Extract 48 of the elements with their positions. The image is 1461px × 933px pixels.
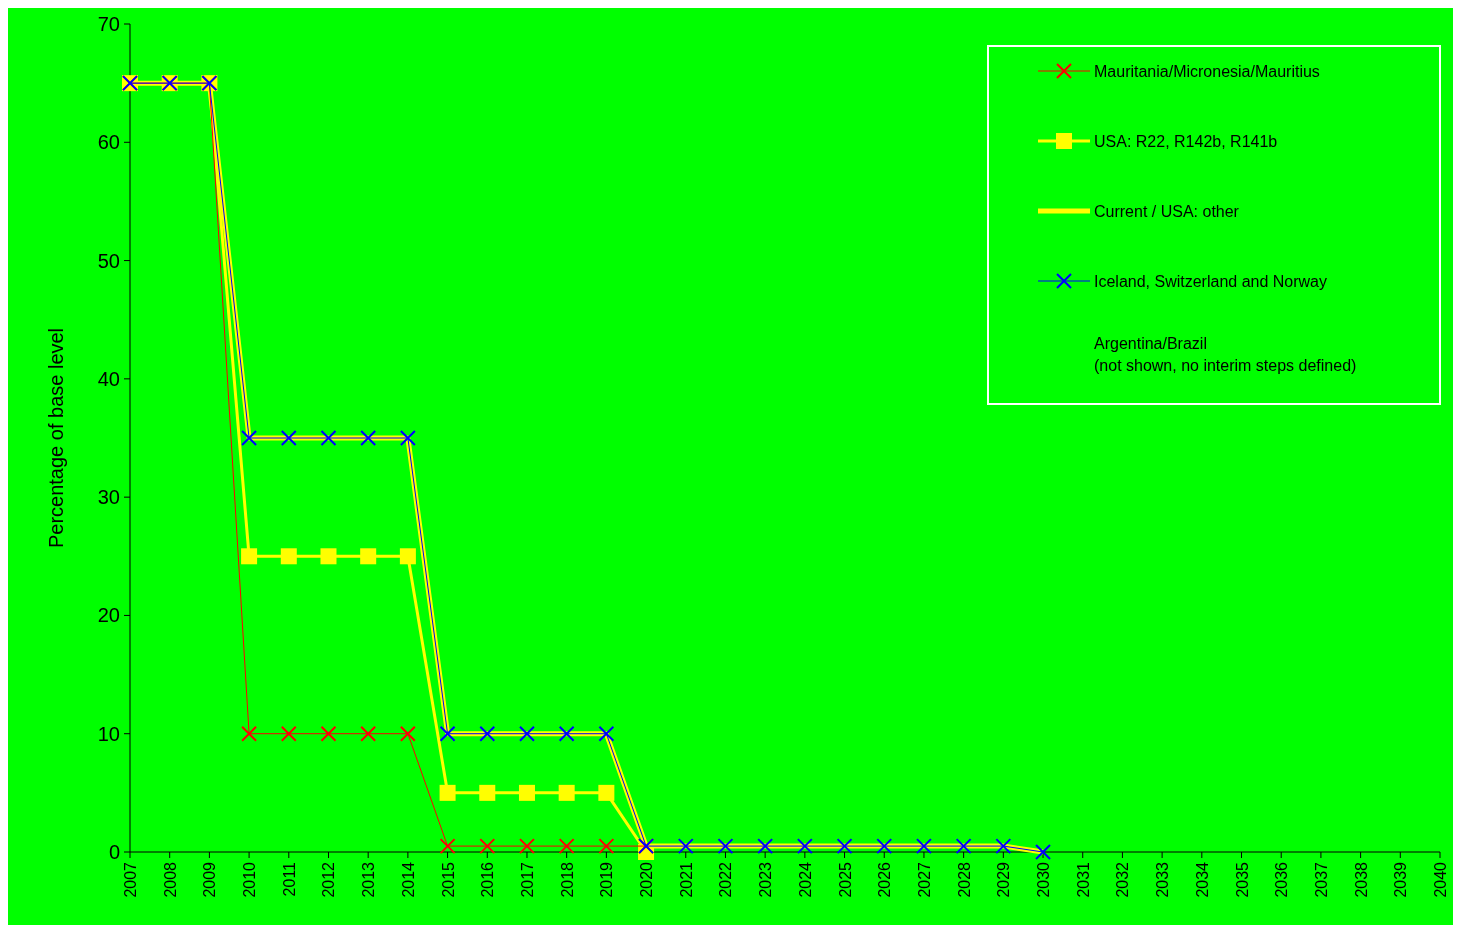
x-tick-label: 2019 (598, 861, 616, 898)
x-tick-label: 2030 (1035, 861, 1053, 898)
legend-label: Current / USA: other (1094, 202, 1240, 220)
legend-label: USA: R22, R142b, R141b (1094, 132, 1278, 150)
legend-label: Iceland, Switzerland and Norway (1094, 272, 1328, 290)
y-tick-label: 0 (108, 841, 120, 863)
x-tick-label: 2039 (1392, 861, 1410, 898)
x-tick-label: 2014 (399, 861, 417, 898)
x-tick-label: 2017 (518, 861, 536, 898)
y-tick-label: 30 (97, 486, 120, 509)
x-tick-label: 2008 (161, 861, 179, 898)
x-tick-label: 2022 (717, 861, 735, 898)
x-tick-label: 2033 (1154, 861, 1172, 898)
x-tick-label: 2031 (1074, 861, 1092, 898)
annotation: Argentina/Brazil (not shown, no interim steps defined) (1094, 334, 1357, 374)
x-tick-label: 2024 (796, 861, 814, 898)
x-tick-label: 2011 (280, 861, 298, 897)
legend-label: Mauritania/Micronesia/Mauritius (1094, 62, 1320, 80)
y-tick-label: 20 (97, 604, 120, 627)
y-tick-label: 50 (97, 249, 120, 272)
x-tick-label: 2021 (677, 861, 695, 898)
x-tick-label: 2016 (479, 861, 497, 898)
y-axis-title: Percentage of base level (45, 327, 67, 549)
x-tick-label: 2035 (1233, 861, 1251, 898)
x-tick-label: 2037 (1312, 861, 1330, 898)
x-tick-label: 2027 (915, 861, 933, 898)
y-tick-label: 70 (97, 13, 120, 35)
x-tick-label: 2038 (1352, 861, 1370, 898)
x-tick-label: 2032 (1114, 861, 1132, 898)
x-tick-label: 2026 (876, 861, 894, 898)
x-tick-label: 2007 (122, 861, 139, 898)
x-tick-label: 2028 (955, 861, 973, 898)
x-tick-label: 2025 (836, 861, 854, 898)
x-tick-label: 2009 (201, 861, 219, 898)
y-tick-label: 10 (97, 722, 120, 745)
x-tick-label: 2010 (241, 861, 259, 898)
x-tick-label: 2018 (558, 861, 576, 898)
x-tick-label: 2023 (757, 861, 775, 898)
x-tick-label: 2029 (995, 861, 1013, 898)
x-tick-label: 2020 (638, 861, 656, 898)
x-tick-label: 2015 (439, 861, 457, 898)
x-tick-label: 2040 (1432, 861, 1449, 898)
x-tick-label: 2036 (1273, 861, 1291, 898)
x-tick-label: 2012 (320, 861, 338, 898)
x-tick-label: 2013 (360, 861, 378, 898)
x-tick-label: 2034 (1193, 861, 1211, 898)
y-tick-label: 60 (97, 131, 120, 154)
y-tick-label: 40 (97, 367, 120, 390)
